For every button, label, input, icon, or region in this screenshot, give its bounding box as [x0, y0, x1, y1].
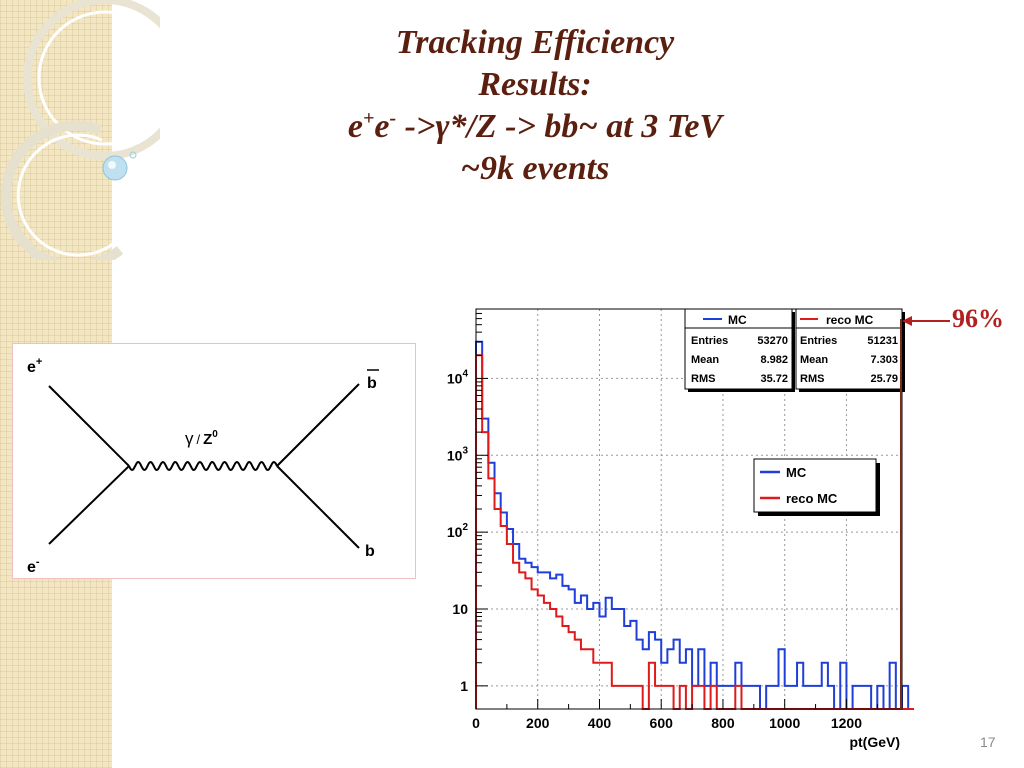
legend-mc: MC — [786, 465, 807, 480]
feynman-diagram: e+ e- b b γ / Z0 — [12, 343, 416, 579]
stats-mc-entries-label: Entries — [691, 335, 728, 347]
decorative-circles — [0, 0, 160, 260]
b-bar-label: b — [367, 375, 377, 392]
e-minus-line — [48, 465, 130, 545]
stats-reco-title: reco MC — [826, 313, 874, 327]
stats-mc-entries: 53270 — [757, 335, 788, 347]
chart-legend: MC reco MC — [753, 458, 880, 516]
x-tick-label: 400 — [588, 715, 612, 731]
y-tick-label: 102 — [447, 522, 469, 540]
b-line — [276, 465, 360, 549]
stats-reco-mean: 7.303 — [870, 354, 898, 366]
legend-reco: reco MC — [786, 491, 838, 506]
x-axis-label: pt(GeV) — [849, 734, 900, 750]
x-tick-label: 1000 — [769, 715, 800, 731]
stats-mc-rms: 35.72 — [760, 373, 788, 385]
title-line-4: ~9k events — [460, 150, 610, 187]
b-bar-line — [276, 383, 360, 467]
page-number: 17 — [980, 734, 996, 750]
gamma-label: γ / Z0 — [185, 429, 218, 448]
stats-reco-entries: 51231 — [867, 335, 898, 347]
stats-box-mc: MC Entries 53270 Mean 8.982 RMS 35.72 — [684, 308, 795, 392]
y-tick-label: 1 — [460, 678, 468, 694]
e-plus-line — [48, 385, 130, 467]
stats-mc-mean-label: Mean — [691, 354, 719, 366]
stats-reco-entries-label: Entries — [800, 335, 837, 347]
stats-box-reco: reco MC Entries 51231 Mean 7.303 RMS 25.… — [795, 308, 905, 392]
title-sup-minus: - — [389, 107, 397, 130]
title-e-minus: e — [374, 108, 390, 145]
b-label: b — [365, 543, 375, 560]
title-line-1: Tracking Efficiency — [395, 24, 675, 61]
x-tick-label: 800 — [711, 715, 735, 731]
y-tick-label: 10 — [452, 601, 468, 617]
stats-mc-title: MC — [728, 313, 747, 327]
histogram-svg: 0 200 400 600 800 1000 1200 1 10 102 103 104 pt(Ge… — [447, 308, 921, 750]
efficiency-arrow — [902, 316, 950, 326]
title-sup-plus: + — [362, 107, 375, 130]
y-tick-label: 104 — [447, 368, 469, 386]
y-axis: 1 10 102 103 104 — [447, 308, 488, 694]
title-process: ->γ*/Z -> bb~ at 3 TeV — [396, 108, 723, 145]
title-line-3: e+e- ->γ*/Z -> bb~ at 3 TeV — [230, 106, 840, 148]
series-mc — [475, 340, 921, 710]
x-tick-label: 1200 — [831, 715, 862, 731]
feynman-svg: e+ e- b b γ / Z0 — [27, 356, 379, 576]
x-axis: 0 200 400 600 800 1000 1200 — [472, 699, 878, 731]
stats-reco-rms-label: RMS — [800, 373, 824, 385]
title-line-2: Results: — [478, 66, 592, 103]
stats-mc-mean: 8.982 — [760, 354, 788, 366]
e-minus-label: e- — [27, 556, 40, 576]
pt-histogram: 0 200 400 600 800 1000 1200 1 10 102 103 104 pt(Ge… — [428, 296, 921, 758]
x-tick-label: 600 — [650, 715, 674, 731]
x-tick-label: 0 — [472, 715, 480, 731]
y-tick-label: 103 — [447, 445, 469, 463]
e-plus-label: e+ — [27, 356, 42, 376]
title-e-plus: e — [347, 108, 363, 145]
efficiency-label: 96% — [952, 304, 1004, 333]
x-tick-label: 200 — [526, 715, 550, 731]
stats-mc-rms-label: RMS — [691, 373, 715, 385]
slide-title: Tracking Efficiency Results: e+e- ->γ*/Z… — [230, 22, 840, 190]
stats-reco-mean-label: Mean — [800, 354, 828, 366]
stats-reco-rms: 25.79 — [870, 373, 898, 385]
histogram-line-mc — [475, 340, 921, 710]
boson-propagator — [128, 460, 278, 472]
